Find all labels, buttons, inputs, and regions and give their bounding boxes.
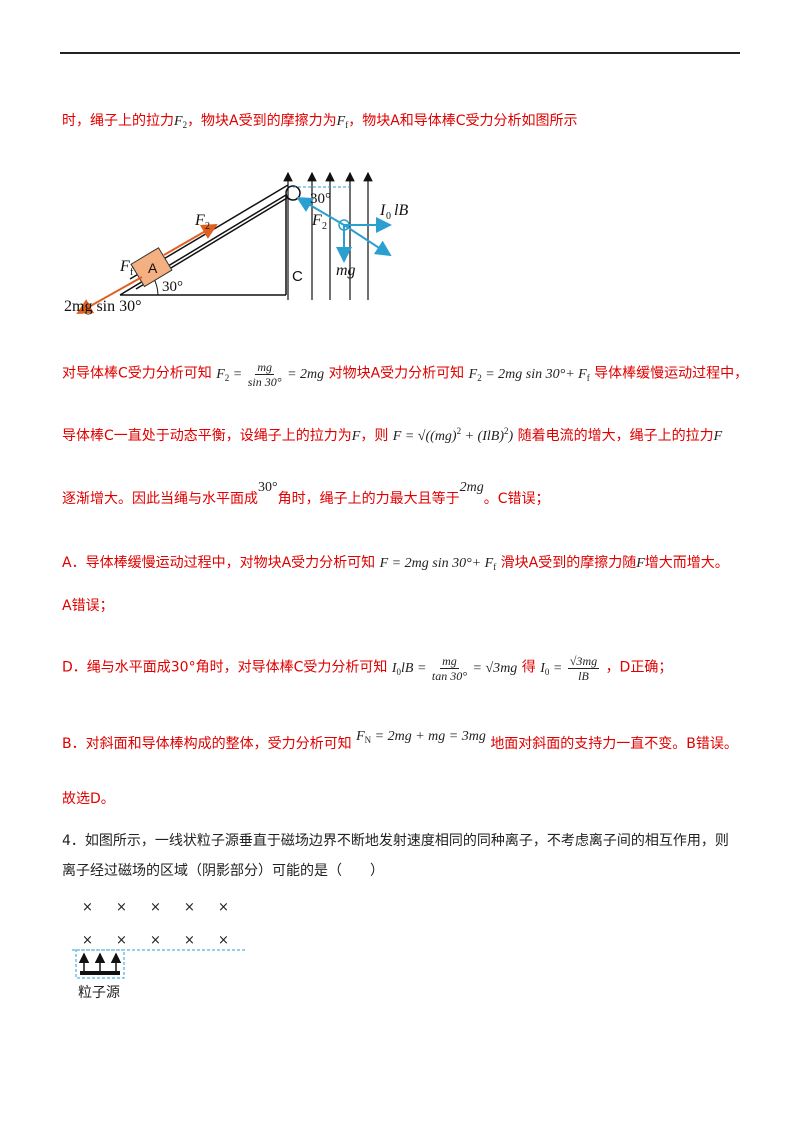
field-cross: ×: [150, 900, 161, 915]
text-segment: 逐渐增大。因此当绳与水平面成: [62, 491, 258, 507]
text-segment: 随着电流的增大，绳子上的拉力: [517, 428, 714, 444]
text-segment: 滑块A受到的摩擦力随: [500, 555, 637, 571]
field-cross: ×: [218, 900, 229, 915]
math-eq-option-d: I0lB = mg tan 30° = √3mg: [391, 654, 518, 683]
math-f2: F2: [174, 114, 188, 130]
math-eq-f2: F2 = mg sin 30° = 2mg: [216, 360, 325, 389]
field-cross: ×: [184, 933, 195, 948]
source-bar: [80, 971, 120, 975]
text-segment: ，D正确；: [605, 659, 673, 676]
pulley: [285, 185, 301, 201]
label-ff: F: [119, 258, 130, 275]
particle-source-diagram: [72, 949, 246, 979]
label-mg: mg: [336, 262, 356, 279]
text-segment: 对导体棒C受力分析可知: [62, 365, 212, 382]
text-segment: 角时，绳子上的力最大且等于: [277, 491, 460, 507]
math-2mg: 2mg: [459, 480, 484, 495]
math-eq-f2-incline: F2 = 2mg sin 30°+ Ff: [468, 366, 590, 383]
text-segment: 导体棒C一直处于动态平衡，设绳子上的拉力为: [62, 428, 352, 444]
label-i0lb-tail: lB: [394, 202, 408, 219]
text-segment: ，物块A受到的摩擦力为: [187, 113, 337, 129]
source-label: 粒子源: [78, 985, 120, 1001]
answer-text: 故选D。: [62, 791, 115, 807]
text-segment: 4．如图所示，一线状粒子源垂直于磁场边界不断地发射速度相同的同种离子，不考虑离子…: [62, 833, 729, 849]
math-eq-i0: I0 = √3mg lB: [540, 654, 600, 683]
label-angle: 30°: [162, 279, 183, 295]
text-segment: B．对斜面和导体棒构成的整体，受力分析可知: [62, 736, 352, 752]
answer-line: 故选D。: [62, 788, 115, 808]
math-ff: Ff: [336, 114, 349, 130]
text-segment: 导体棒缓慢运动过程中，: [594, 365, 749, 382]
label-f2-left: F: [194, 212, 205, 229]
text-segment: ，物块A和导体棒C受力分析如图所示: [348, 113, 578, 129]
field-cross: ×: [218, 933, 229, 948]
text-segment: 地面对斜面的支持力一直不变。B错误。: [490, 736, 738, 752]
text-line-2: 对导体棒C受力分析可知 F2 = mg sin 30° = 2mg 对物块A受力分…: [62, 360, 748, 389]
source-box: [75, 949, 125, 979]
math-angle: 30°: [258, 480, 278, 495]
resultant-arrow: [343, 224, 392, 257]
header-rule: [60, 52, 740, 54]
label-c: C: [292, 268, 303, 285]
force-diagram: A 30° 30° F 2 F 2 F f C mg I 0 lB 2mg si…: [64, 171, 408, 315]
field-cross: ×: [116, 900, 127, 915]
label-block-a: A: [148, 260, 158, 276]
q4-line-2: 离子经过磁场的区域（阴影部分）可能的是（ ）: [62, 860, 384, 880]
text-segment: 对物块A受力分析可知: [328, 365, 465, 382]
text-segment: 时，绳子上的拉力: [62, 113, 174, 129]
text-line-3: 导体棒C一直处于动态平衡，设绳子上的拉力为F，则 F = √((mg)2 + (…: [62, 425, 722, 445]
label-angle-top: 30°: [310, 191, 331, 207]
svg-text:2: 2: [322, 221, 327, 232]
label-f2-right: F: [311, 212, 322, 229]
field-cross: ×: [184, 900, 195, 915]
text-segment: D．绳与水平面成30°角时，对导体棒C受力分析可知: [62, 659, 388, 676]
text-segment: A错误；: [62, 598, 114, 614]
math-eq-f-sqrt: F = √((mg)2 + (IlB)2): [392, 426, 514, 444]
force-f2-right-arrow: [296, 196, 345, 226]
text-segment: ，则: [360, 428, 389, 444]
label-weight-comp: 2mg sin 30°: [64, 298, 142, 315]
text-segment: 。C错误；: [483, 491, 550, 507]
force-weight-comp-arrow: [76, 276, 143, 314]
field-cross: ×: [82, 900, 93, 915]
svg-text:0: 0: [386, 211, 391, 222]
option-d-line: D．绳与水平面成30°角时，对导体棒C受力分析可知 I0lB = mg tan 3…: [62, 654, 672, 683]
label-i0lb: I: [379, 202, 386, 219]
svg-text:2: 2: [205, 221, 210, 232]
svg-text:f: f: [130, 267, 134, 278]
field-cross: ×: [82, 933, 93, 948]
math-f: F: [636, 556, 645, 571]
math-f: F: [351, 429, 361, 444]
text-segment: 离子经过磁场的区域（阴影部分）可能的是（ ）: [62, 863, 384, 879]
q4-line-1: 4．如图所示，一线状粒子源垂直于磁场边界不断地发射速度相同的同种离子，不考虑离子…: [62, 830, 729, 850]
text-segment: 得: [521, 659, 536, 676]
text-line-4: 逐渐增大。因此当绳与水平面成30°角时，绳子上的力最大且等于2mg。C错误；: [62, 480, 550, 508]
math-eq-option-b: FN = 2mg + mg = 3mg: [356, 729, 486, 745]
field-cross: ×: [116, 933, 127, 948]
math-f: F: [713, 429, 723, 444]
math-eq-option-a: F = 2mg sin 30°+ Ff: [379, 556, 497, 572]
force-f2-arrow: [163, 224, 218, 256]
text-line-1: 时，绳子上的拉力F2，物块A受到的摩擦力为Ff，物块A和导体棒C受力分析如图所示: [62, 110, 578, 130]
option-a-verdict: A错误；: [62, 595, 114, 615]
option-a-line: A．导体棒缓慢运动过程中，对物块A受力分析可知 F = 2mg sin 30°+…: [62, 552, 729, 572]
field-cross: ×: [150, 933, 161, 948]
text-segment: A．导体棒缓慢运动过程中，对物块A受力分析可知: [62, 555, 376, 571]
option-b-line: B．对斜面和导体棒构成的整体，受力分析可知 FN = 2mg + mg = 3m…: [62, 729, 738, 753]
text-segment: 增大而增大。: [644, 555, 729, 571]
